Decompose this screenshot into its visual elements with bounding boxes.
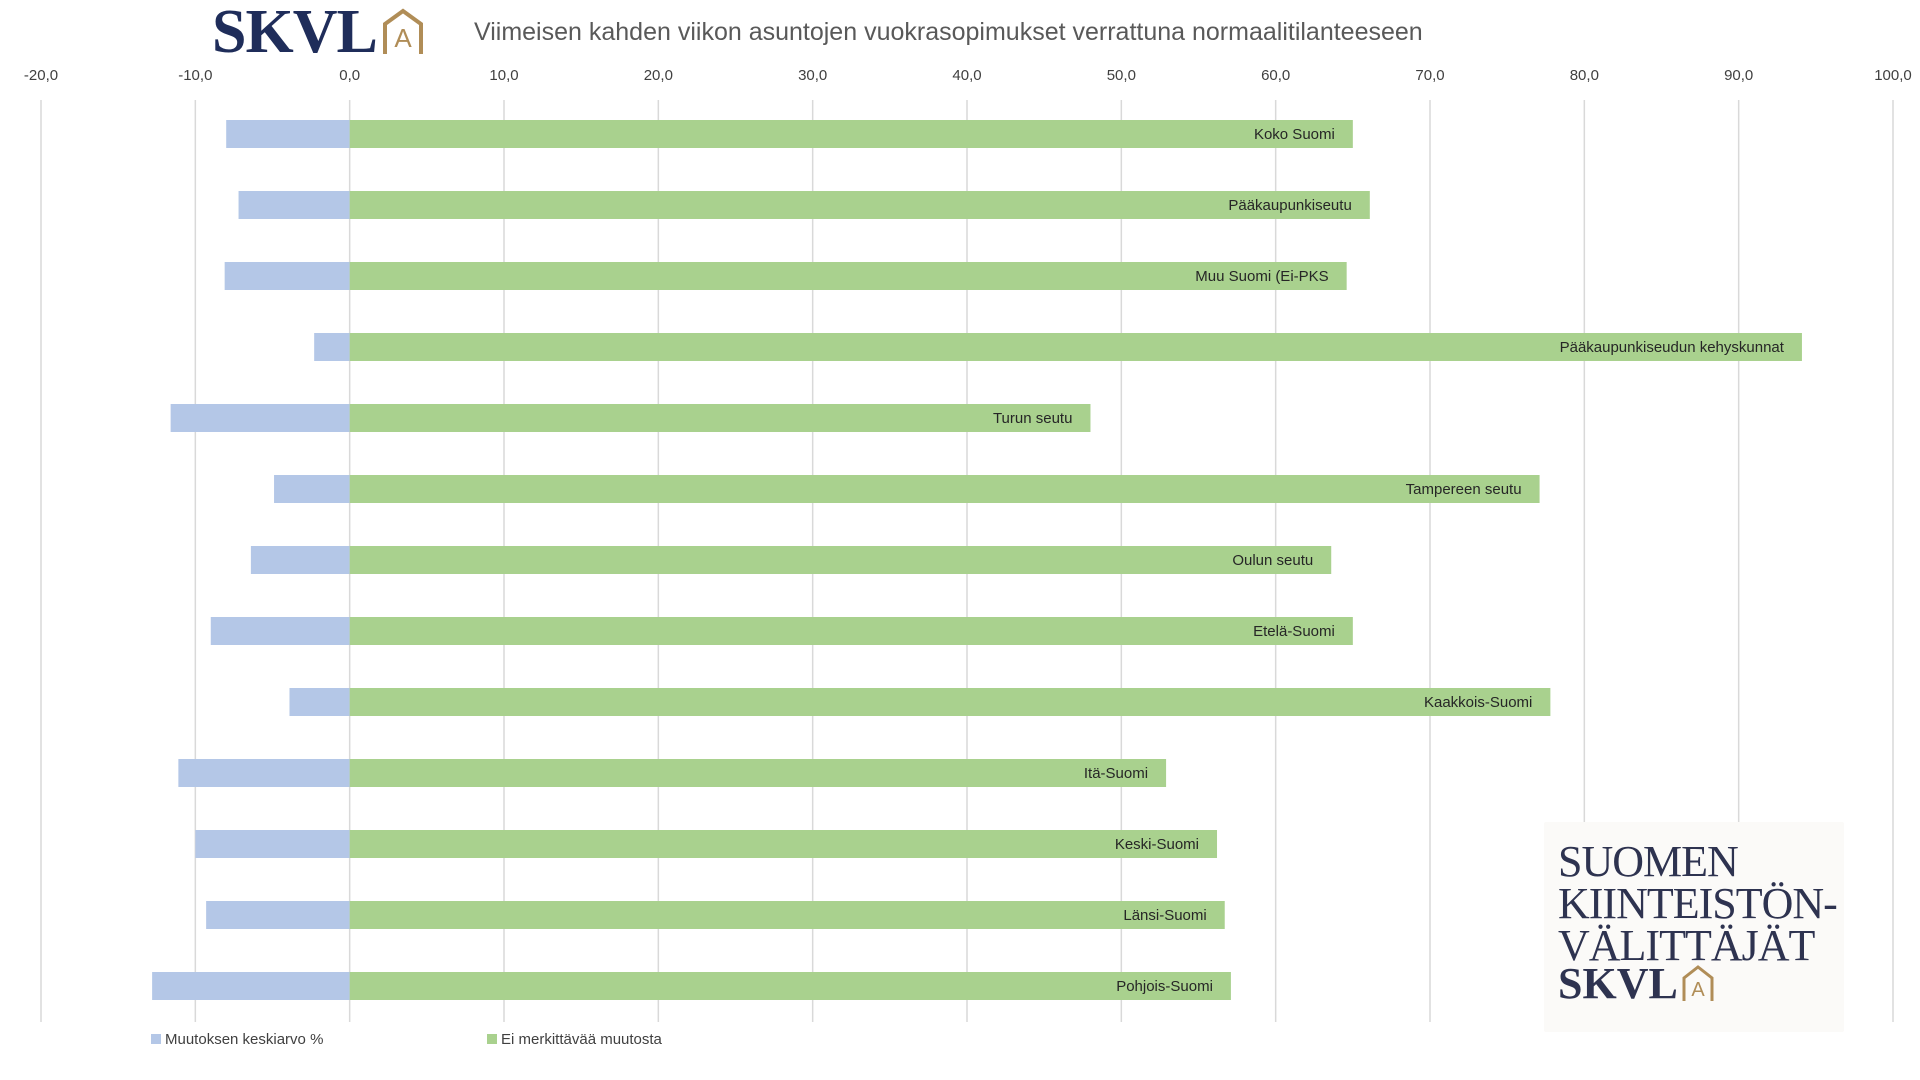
x-tick-label: 0,0: [339, 67, 360, 84]
bar-negative: [178, 759, 350, 787]
category-label: Tampereen seutu: [1406, 481, 1522, 498]
category-label: Etelä-Suomi: [1253, 623, 1335, 640]
skvl-logo: SKVL A: [212, 0, 425, 66]
x-tick-label: 40,0: [952, 67, 981, 84]
category-label: Kaakkois-Suomi: [1424, 694, 1532, 711]
svg-text:A: A: [394, 23, 412, 53]
category-label: Oulun seutu: [1232, 552, 1313, 569]
x-tick-label: -20,0: [24, 67, 58, 84]
category-label: Koko Suomi: [1254, 126, 1335, 143]
bar-positive: [349, 333, 1802, 361]
badge-skvl-text: SKVL: [1558, 959, 1678, 1008]
x-tick-label: 80,0: [1570, 67, 1599, 84]
bar-positive: [349, 262, 1347, 290]
badge-line-2: KIINTEISTÖN-: [1558, 879, 1838, 928]
bar-negative: [250, 546, 350, 574]
category-label: Länsi-Suomi: [1123, 907, 1206, 924]
legend-label: Muutoksen keskiarvo %: [165, 1031, 323, 1048]
bar-negative: [314, 333, 350, 361]
bar-positive: [349, 830, 1218, 858]
x-tick-label: 90,0: [1724, 67, 1753, 84]
bar-negative: [152, 972, 350, 1000]
badge-skvl-logo: SKVL A: [1558, 962, 1715, 1006]
bar-negative: [274, 475, 350, 503]
svg-text:A: A: [1691, 979, 1705, 1001]
bar-negative: [238, 191, 350, 219]
bar-positive: [349, 475, 1540, 503]
bar-positive: [349, 759, 1167, 787]
category-label: Pääkaupunkiseutu: [1228, 197, 1351, 214]
bar-positive: [349, 901, 1225, 929]
x-tick-label: 100,0: [1874, 67, 1912, 84]
legend-swatch: [151, 1034, 161, 1044]
badge-house-icon: A: [1682, 965, 1714, 1001]
bar-positive: [349, 120, 1353, 148]
x-tick-label: 30,0: [798, 67, 827, 84]
x-tick-label: 50,0: [1107, 67, 1136, 84]
bar-negative: [224, 262, 350, 290]
bar-negative: [210, 617, 350, 645]
x-tick-label: 70,0: [1415, 67, 1444, 84]
legend-label: Ei merkittävää muutosta: [501, 1031, 663, 1048]
badge-line-1: SUOMEN: [1558, 837, 1739, 886]
bar-positive: [349, 404, 1091, 432]
house-icon: A: [382, 8, 423, 54]
category-label: Turun seutu: [993, 410, 1073, 427]
x-tick-label: -10,0: [178, 67, 212, 84]
x-tick-label: 20,0: [644, 67, 673, 84]
bar-negative: [206, 901, 350, 929]
legend-swatch: [487, 1034, 497, 1044]
brand-badge: SUOMEN KIINTEISTÖN- VÄLITTÄJÄT SKVL A: [1544, 822, 1844, 1032]
x-tick-label: 10,0: [489, 67, 518, 84]
category-label: Pääkaupunkiseudun kehyskunnat: [1560, 339, 1785, 356]
category-label: Pohjois-Suomi: [1116, 978, 1213, 995]
chart-title: Viimeisen kahden viikon asuntojen vuokra…: [474, 18, 1423, 46]
bar-positive: [349, 546, 1332, 574]
category-label: Keski-Suomi: [1115, 836, 1199, 853]
x-tick-label: 60,0: [1261, 67, 1290, 84]
bar-negative: [289, 688, 350, 716]
bar-negative: [195, 830, 350, 858]
category-label: Itä-Suomi: [1084, 765, 1148, 782]
category-label: Muu Suomi (Ei-PKS: [1195, 268, 1328, 285]
bar-negative: [170, 404, 350, 432]
bar-positive: [349, 617, 1353, 645]
badge-line-3: VÄLITTÄJÄT: [1558, 921, 1815, 970]
bar-negative: [226, 120, 350, 148]
bar-positive: [349, 688, 1551, 716]
bar-positive: [349, 972, 1231, 1000]
skvl-logo-text: SKVL: [212, 0, 378, 66]
bar-positive: [349, 191, 1370, 219]
